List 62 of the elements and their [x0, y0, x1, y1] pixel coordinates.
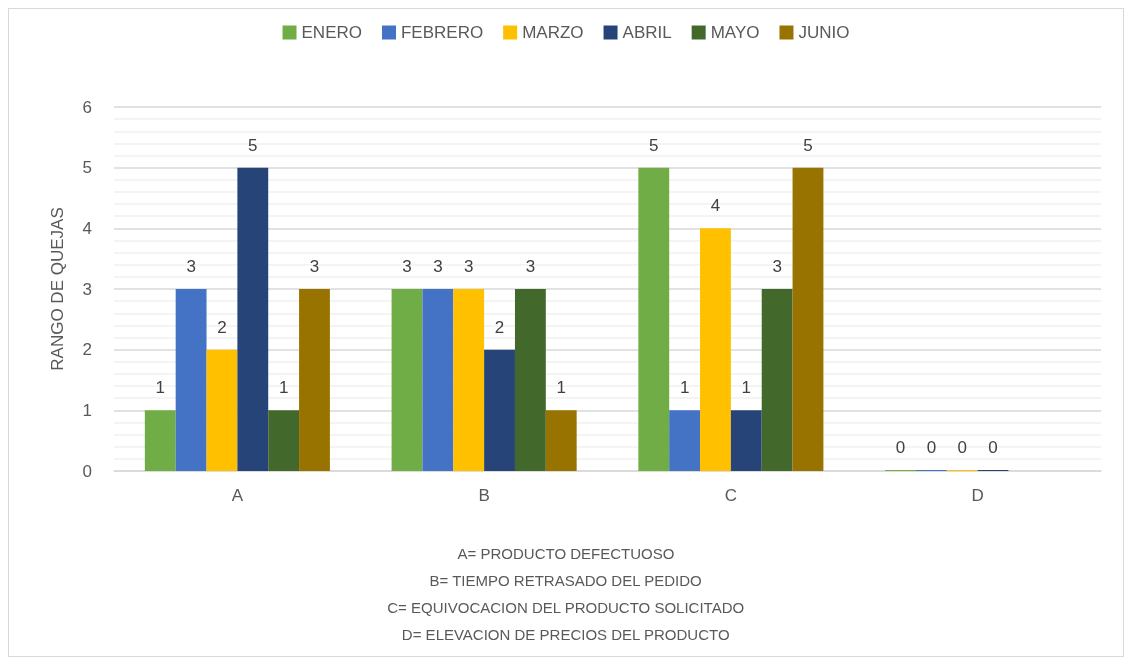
y-tick-label: 1: [82, 400, 92, 420]
legend-label: ENERO: [301, 23, 362, 42]
data-label: 0: [988, 438, 998, 457]
legend-label: ABRIL: [622, 23, 672, 42]
bar: [730, 410, 762, 471]
data-label: 5: [649, 135, 659, 155]
x-tick-label: D: [971, 486, 984, 505]
legend-label: FEBRERO: [400, 23, 484, 42]
data-label: 5: [803, 135, 813, 155]
bar: [268, 410, 300, 471]
bar: [669, 410, 701, 471]
data-label: 1: [155, 378, 165, 398]
data-label: 1: [556, 378, 566, 398]
data-label: 3: [402, 257, 412, 276]
y-axis-title: RANGO DE QUEJAS: [48, 207, 67, 371]
data-label: 1: [741, 378, 752, 398]
legend-label: MARZO: [522, 23, 584, 42]
y-tick-label: 6: [82, 97, 92, 117]
data-label: 0: [957, 438, 967, 457]
bar: [144, 410, 176, 471]
x-tick-label: A: [231, 486, 244, 505]
bar: [422, 289, 454, 471]
data-label: 1: [679, 378, 690, 398]
data-label: 4: [710, 196, 721, 216]
bar: [514, 289, 546, 471]
y-tick-label: 3: [82, 279, 92, 299]
y-tick-label: 4: [82, 218, 92, 238]
text: A= PRODUCTO DEFECTUOSO: [457, 545, 675, 562]
text: D= ELEVACION DE PRECIOS DEL PRODUCTO: [401, 626, 730, 643]
data-label: 0: [895, 438, 906, 457]
data-label: 3: [433, 257, 443, 276]
y-tick-label: 0: [82, 461, 92, 481]
bar: [484, 349, 515, 471]
data-label: 3: [186, 257, 196, 276]
data-label: 2: [494, 317, 505, 337]
bar: [453, 289, 485, 471]
data-label: 5: [248, 135, 258, 155]
text: C= EQUIVOCACION DEL PRODUCTO SOLICITADO: [387, 599, 745, 616]
data-label: 2: [217, 317, 227, 337]
data-label: 0: [926, 438, 937, 457]
bar: [391, 289, 423, 471]
bar: [761, 289, 793, 471]
data-label: 3: [525, 257, 536, 276]
data-label: 3: [463, 257, 474, 276]
bar: [206, 349, 238, 471]
bar: [700, 228, 731, 471]
y-tick-label: 5: [82, 158, 92, 178]
bar: [299, 289, 330, 471]
data-label: 3: [309, 257, 320, 276]
legend-label: MAYO: [710, 23, 760, 42]
bar: [545, 410, 577, 471]
x-tick-label: B: [478, 486, 490, 505]
legend-label: JUNIO: [798, 23, 850, 42]
data-label: 3: [772, 257, 782, 276]
text: B= TIEMPO RETRASADO DEL PEDIDO: [429, 572, 702, 589]
bar: [638, 167, 670, 471]
bar: [237, 167, 269, 471]
data-label: 1: [278, 378, 289, 398]
bar: [792, 167, 824, 471]
bar: [175, 289, 207, 471]
y-tick-label: 2: [82, 340, 92, 360]
x-tick-label: C: [724, 486, 738, 505]
